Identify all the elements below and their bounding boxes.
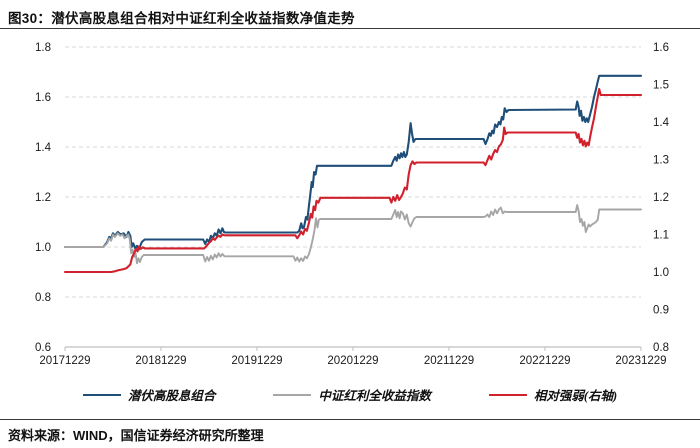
series-line-index: [64, 204, 642, 265]
chart-legend: 潜伏高股息组合 中证红利全收益指数 相对强弱(右轴): [0, 385, 700, 404]
relative-line-swatch: [488, 393, 527, 396]
y-axis-label-left: 1.6: [35, 92, 51, 104]
y-axis-label-left: 1.8: [35, 42, 51, 54]
y-axis-label-right: 1.1: [653, 230, 669, 242]
y-axis-label-right: 1.6: [653, 42, 669, 54]
index-line-swatch: [273, 393, 312, 396]
y-axis-label-right: 1.3: [653, 155, 669, 167]
y-axis-label-left: 0.8: [35, 292, 51, 304]
y-axis-label-right: 1.0: [653, 267, 669, 279]
y-axis-label-left: 1.0: [35, 242, 51, 254]
legend-item-index: 中证红利全收益指数: [273, 385, 431, 404]
y-axis-label-left: 1.2: [35, 192, 51, 204]
x-axis-label: 20201229: [327, 355, 378, 367]
x-axis-label: 20171229: [39, 355, 90, 367]
footer-divider: [0, 419, 700, 420]
y-axis-label-right: 1.2: [653, 192, 669, 204]
y-axis-label-right: 0.8: [653, 342, 669, 354]
legend-label-relative: 相对强弱(右轴): [533, 389, 618, 403]
x-axis-label: 20211229: [424, 355, 474, 367]
x-axis-label: 20221229: [519, 355, 570, 367]
data-source: 资料来源：WIND，国信证券经济研究所整理: [8, 428, 264, 443]
x-axis-label: 20231229: [615, 355, 666, 367]
legend-item-portfolio: 潜伏高股息组合: [82, 385, 216, 404]
x-axis-label: 20191229: [231, 355, 282, 367]
x-axis-label: 20181229: [135, 355, 186, 367]
y-axis-label-left: 0.6: [35, 342, 51, 354]
title-divider: [0, 28, 700, 29]
y-axis-label-right: 1.5: [653, 80, 669, 92]
legend-label-index: 中证红利全收益指数: [318, 389, 431, 403]
y-axis-label-left: 1.4: [35, 142, 52, 154]
series-line-relative: [63, 87, 643, 274]
portfolio-line-swatch: [82, 393, 121, 396]
series-line-portfolio: [63, 74, 643, 251]
y-axis-label-right: 1.4: [653, 117, 670, 129]
figure-title: 图30：潜伏高股息组合相对中证红利全收益指数净值走势: [8, 11, 355, 26]
y-axis-label-right: 0.9: [653, 305, 669, 317]
line-chart: 20171229 20181229 20191229 20201229 20211229…: [35, 42, 670, 367]
legend-item-relative: 相对强弱(右轴): [488, 385, 618, 404]
legend-label-portfolio: 潜伏高股息组合: [127, 389, 216, 403]
